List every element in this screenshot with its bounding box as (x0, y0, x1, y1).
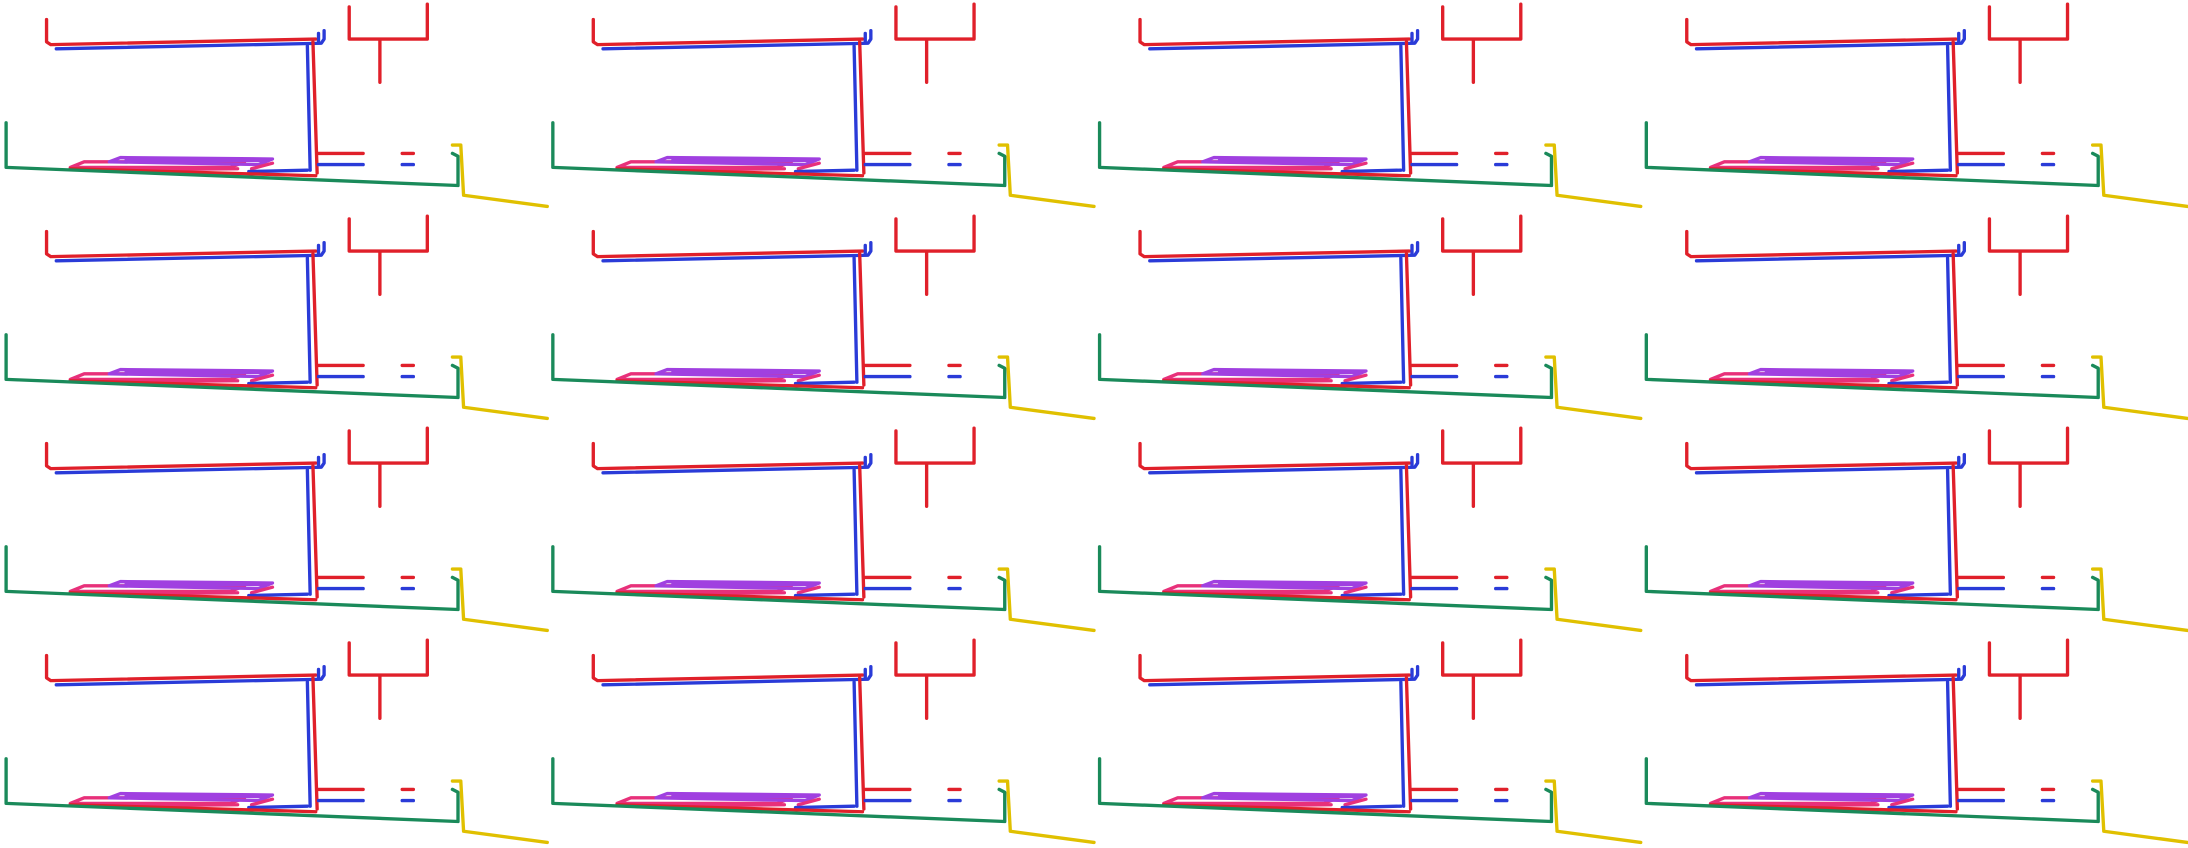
tile (551, 426, 1096, 633)
tile (1097, 2, 1643, 209)
tile (551, 638, 1096, 845)
tile (1644, 638, 2188, 845)
tile (1644, 426, 2188, 633)
tile (1097, 214, 1643, 421)
tile (1644, 214, 2188, 421)
tile (551, 2, 1096, 209)
tile (1097, 426, 1643, 633)
tile (4, 214, 549, 421)
tile (4, 2, 549, 209)
tile (4, 426, 549, 633)
tile (551, 214, 1096, 421)
tile (4, 638, 549, 845)
tile (1644, 2, 2188, 209)
tile (1097, 638, 1643, 845)
